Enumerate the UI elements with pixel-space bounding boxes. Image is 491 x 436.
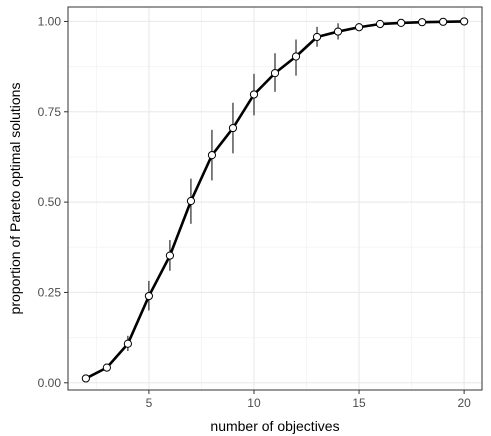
y-tick-label: 1.00 bbox=[38, 14, 62, 28]
x-tick-label: 10 bbox=[247, 396, 261, 410]
data-point bbox=[333, 27, 343, 36]
data-point bbox=[186, 196, 196, 206]
grid-major bbox=[68, 7, 482, 390]
data-point bbox=[144, 291, 154, 301]
data-point bbox=[354, 23, 364, 32]
axis-ticks bbox=[64, 20, 465, 394]
data-point bbox=[228, 123, 238, 133]
x-tick-label: 20 bbox=[457, 396, 471, 410]
y-tick-label: 0.75 bbox=[38, 105, 62, 119]
marks bbox=[81, 17, 469, 383]
data-point bbox=[207, 151, 217, 160]
data-point bbox=[102, 363, 111, 372]
data-point bbox=[270, 69, 280, 78]
grid-minor bbox=[68, 7, 482, 390]
data-point bbox=[460, 17, 469, 26]
data-point bbox=[165, 251, 175, 260]
x-tick-label: 5 bbox=[146, 396, 153, 410]
data-point bbox=[418, 18, 427, 27]
y-tick-label: 0.50 bbox=[38, 195, 62, 209]
data-point bbox=[249, 90, 259, 99]
data-point bbox=[396, 18, 406, 27]
x-axis-title: number of objectives bbox=[210, 418, 339, 434]
data-point bbox=[439, 17, 448, 26]
data-point bbox=[312, 32, 322, 42]
data-point bbox=[375, 19, 385, 29]
data-point bbox=[291, 52, 301, 61]
y-axis-title: proportion of Pareto optimal solutions bbox=[7, 83, 23, 315]
x-tick-labels: 5 10 15 20 bbox=[146, 396, 472, 410]
data-point bbox=[81, 374, 90, 383]
panel-border bbox=[67, 6, 483, 391]
y-tick-labels: 0.00 0.25 0.50 0.75 1.00 bbox=[38, 14, 62, 389]
y-tick-label: 0.25 bbox=[38, 285, 62, 299]
x-tick-label: 15 bbox=[352, 396, 366, 410]
data-point bbox=[123, 339, 132, 348]
y-tick-label: 0.00 bbox=[38, 376, 62, 390]
